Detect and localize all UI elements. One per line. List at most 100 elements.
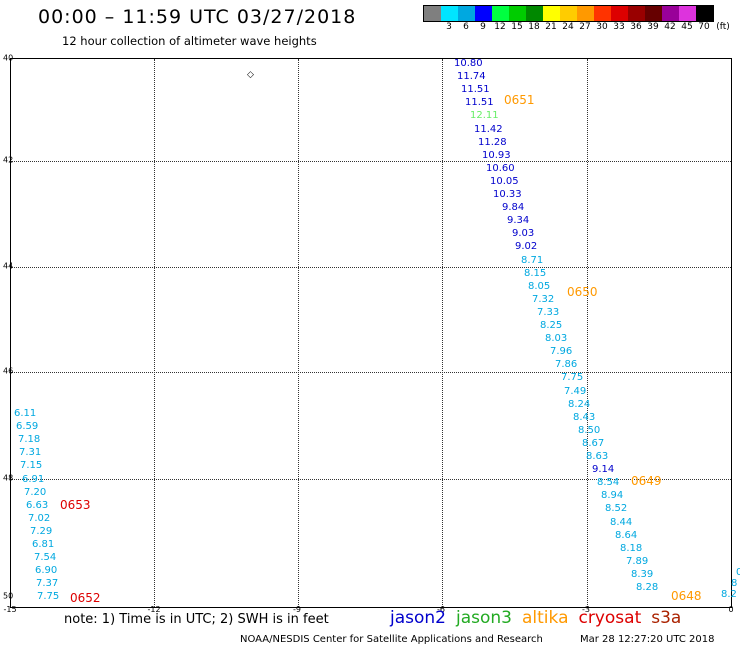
legend-swatch bbox=[543, 6, 560, 21]
wave-height-value: 9.14 bbox=[592, 464, 615, 476]
wave-height-value: 7.31 bbox=[19, 447, 42, 459]
wave-height-value: 8.28 bbox=[636, 582, 659, 593]
legend-swatch bbox=[662, 6, 679, 21]
page-subtitle: 12 hour collection of altimeter wave hei… bbox=[62, 34, 317, 48]
legend-swatch bbox=[645, 6, 662, 21]
satellite-legend-jason2: jason2 bbox=[390, 608, 446, 628]
wave-height-value: 8.67 bbox=[582, 437, 605, 449]
wave-height-value: 9.02 bbox=[515, 241, 538, 253]
wave-height-value: 11.51 bbox=[461, 84, 490, 96]
grid-parallel bbox=[11, 479, 731, 480]
grid-parallel bbox=[11, 267, 731, 268]
wave-height-value: 8.18 bbox=[620, 542, 643, 554]
longitude-label: -9 bbox=[293, 605, 301, 614]
longitude-label: -3 bbox=[582, 605, 590, 614]
latitude-label: 40 bbox=[3, 53, 14, 63]
wave-height-value: 8.39 bbox=[631, 568, 654, 580]
legend-swatch bbox=[679, 6, 696, 21]
wave-height-value: 8.64 bbox=[615, 529, 638, 541]
satellite-legend: jason2 jason3 altika cryosat s3a bbox=[390, 608, 691, 628]
legend-tick: 21 bbox=[545, 22, 557, 32]
track-time-label: 0652 bbox=[70, 591, 101, 605]
grid-meridian bbox=[154, 59, 155, 607]
legend-swatch bbox=[441, 6, 458, 21]
legend-tick: 45 bbox=[681, 22, 693, 32]
wave-height-value: 10.33 bbox=[493, 189, 522, 200]
wave-height-value: 7.89 bbox=[626, 555, 649, 567]
wave-height-value: 8.94 bbox=[601, 490, 624, 502]
wave-height-value: 8.15 bbox=[524, 267, 547, 279]
wave-height-value: 7.02 bbox=[28, 512, 51, 524]
wave-height-value: 7.75 bbox=[561, 372, 584, 384]
legend-tick: 70 bbox=[698, 22, 710, 32]
legend-swatch bbox=[560, 6, 577, 21]
wave-height-value: 8.05 bbox=[528, 280, 551, 292]
track-time-label: 0649 bbox=[631, 474, 662, 488]
wave-height-value: 7.18 bbox=[18, 434, 41, 446]
grid-parallel bbox=[11, 372, 731, 373]
legend-tick: 18 bbox=[528, 22, 540, 32]
wave-height-value: 9.84 bbox=[502, 202, 525, 214]
wave-height-value: 8.03 bbox=[545, 333, 568, 345]
longitude-label: -6 bbox=[437, 605, 445, 614]
wave-height-value: 7.15 bbox=[20, 460, 43, 472]
wave-height-value: 6.91 bbox=[22, 473, 45, 485]
wave-height-value: 7.33 bbox=[537, 306, 560, 318]
wave-height-value: 0 bbox=[736, 567, 740, 578]
island-marker: ◇ bbox=[247, 70, 254, 80]
legend-swatch bbox=[475, 6, 492, 21]
grid-meridian bbox=[442, 59, 443, 607]
satellite-legend-cryosat: cryosat bbox=[578, 608, 642, 628]
legend-tick: 6 bbox=[463, 22, 469, 32]
satellite-legend-jason3: jason3 bbox=[456, 608, 512, 628]
wave-height-value: 11.42 bbox=[474, 123, 503, 135]
credit-text: NOAA/NESDIS Center for Satellite Applica… bbox=[240, 634, 543, 645]
legend-swatch bbox=[594, 6, 611, 21]
wave-height-value: 8.44 bbox=[610, 516, 633, 528]
wave-height-value: 6.63 bbox=[26, 499, 49, 511]
wave-height-value: 7.75 bbox=[37, 591, 60, 603]
wave-height-value: 9.34 bbox=[507, 215, 530, 227]
legend-tick: 9 bbox=[480, 22, 486, 32]
wave-height-value: 8.2 bbox=[721, 589, 737, 600]
legend-tick: 27 bbox=[579, 22, 591, 32]
wave-height-value: 10.60 bbox=[486, 162, 515, 174]
grid-meridian bbox=[587, 59, 588, 607]
wave-height-value: 8.52 bbox=[605, 503, 628, 515]
legend-tick: 24 bbox=[562, 22, 574, 32]
wave-height-value: 10.80 bbox=[454, 58, 483, 69]
legend-unit: (ft) bbox=[716, 22, 730, 32]
legend-tick: 39 bbox=[647, 22, 659, 32]
latitude-label: 48 bbox=[3, 473, 14, 483]
latitude-label: 46 bbox=[3, 366, 14, 376]
legend-swatch bbox=[492, 6, 509, 21]
latitude-label: 44 bbox=[3, 261, 14, 271]
grid-parallel bbox=[11, 161, 731, 162]
track-time-label: 0653 bbox=[60, 498, 91, 512]
wave-height-value: 8.54 bbox=[597, 477, 620, 489]
wave-height-value: 7.20 bbox=[24, 486, 47, 498]
page-title: 00:00 – 11:59 UTC 03/27/2018 bbox=[38, 6, 357, 28]
wave-height-value: 11.28 bbox=[478, 136, 507, 148]
legend-tick: 33 bbox=[613, 22, 625, 32]
legend-swatch bbox=[509, 6, 526, 21]
legend-swatch bbox=[424, 6, 441, 21]
wave-height-value: 10.05 bbox=[490, 175, 519, 187]
legend-swatch bbox=[611, 6, 628, 21]
legend-swatch bbox=[628, 6, 645, 21]
grid-meridian bbox=[298, 59, 299, 607]
track-time-label: 0650 bbox=[567, 285, 598, 299]
wave-height-value: 8.71 bbox=[521, 254, 544, 266]
wave-height-value: 7.49 bbox=[564, 385, 587, 397]
legend-swatch bbox=[696, 6, 713, 21]
longitude-label: -15 bbox=[3, 605, 17, 614]
wave-height-value: 12.11 bbox=[470, 110, 499, 122]
generated-timestamp: Mar 28 12:27:20 UTC 2018 bbox=[580, 634, 715, 645]
latitude-label: 42 bbox=[3, 155, 14, 165]
wave-height-value: 8.25 bbox=[540, 320, 563, 331]
track-time-label: 0651 bbox=[504, 93, 535, 107]
legend-tick: 12 bbox=[494, 22, 506, 32]
longitude-label: 0 bbox=[728, 605, 734, 614]
wave-height-value: 8.63 bbox=[586, 451, 609, 462]
map-area bbox=[10, 58, 732, 608]
